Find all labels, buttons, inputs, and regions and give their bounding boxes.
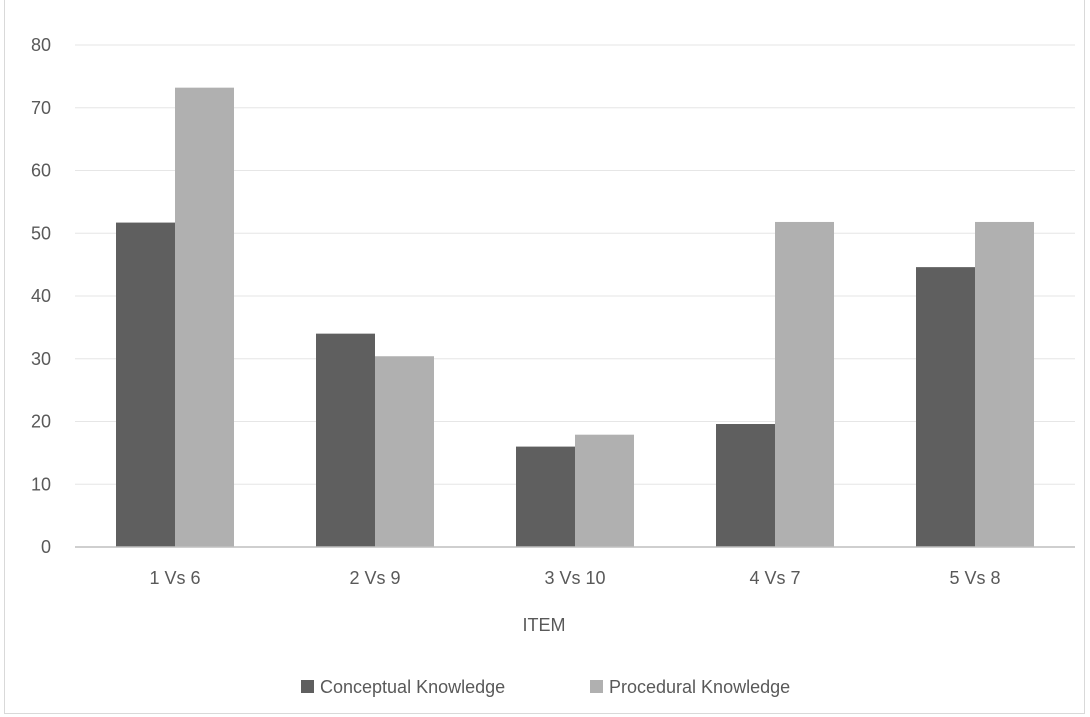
chart-frame (4, 0, 1085, 714)
bar-procedural-1 (175, 87, 234, 548)
legend: Conceptual Knowledge Procedural Knowledge (301, 677, 790, 697)
y-tick-label: 60 (31, 161, 51, 181)
bar-conceptual-4 (716, 424, 775, 547)
x-axis-title: ITEM (523, 615, 566, 635)
bar-conceptual-1 (116, 222, 175, 547)
y-tick-label: 20 (31, 412, 51, 432)
legend-label: Procedural Knowledge (609, 677, 790, 697)
x-tick-label: 2 Vs 9 (349, 568, 400, 588)
legend-label: Conceptual Knowledge (320, 677, 505, 697)
bar-procedural-5 (975, 221, 1034, 547)
x-tick-label: 1 Vs 6 (149, 568, 200, 588)
gridlines (75, 44, 1075, 485)
x-tick-label: 5 Vs 8 (949, 568, 1000, 588)
y-tick-label: 30 (31, 349, 51, 369)
legend-swatch (301, 680, 314, 693)
y-tick-label: 40 (31, 286, 51, 306)
y-tick-label: 10 (31, 474, 51, 494)
x-tick-label: 4 Vs 7 (749, 568, 800, 588)
bar-conceptual-3 (516, 446, 575, 547)
y-axis-tick-labels: 0 10 20 30 40 50 60 70 80 (31, 35, 51, 557)
bar-conceptual-5 (916, 267, 975, 547)
bar-conceptual-2 (316, 333, 375, 547)
y-tick-label: 0 (41, 537, 51, 557)
y-tick-label: 80 (31, 35, 51, 55)
x-tick-label: 3 Vs 10 (544, 568, 605, 588)
y-tick-label: 50 (31, 223, 51, 243)
x-axis-tick-labels: 1 Vs 6 2 Vs 9 3 Vs 10 4 Vs 7 5 Vs 8 (149, 568, 1000, 588)
bar-procedural-2 (375, 356, 434, 547)
y-tick-label: 70 (31, 98, 51, 118)
bars (116, 87, 1034, 548)
bar-procedural-4 (775, 221, 834, 547)
legend-swatch (590, 680, 603, 693)
bar-procedural-3 (575, 434, 634, 547)
